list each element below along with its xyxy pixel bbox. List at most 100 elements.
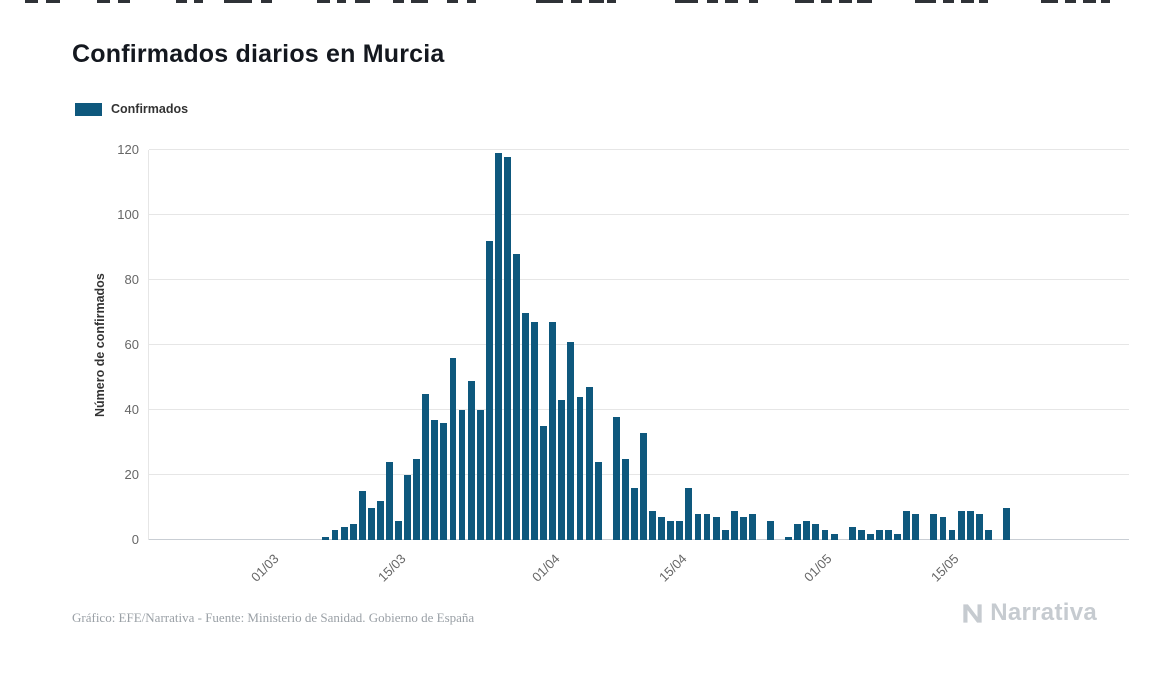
bar[interactable] [748, 514, 756, 540]
cropped-text-fragment [46, 0, 60, 3]
bar[interactable] [912, 514, 920, 540]
cropped-text-fragment [607, 0, 616, 3]
cropped-text-fragment [821, 0, 832, 3]
bar[interactable] [739, 517, 747, 540]
x-tick-label: 01/03 [247, 551, 282, 585]
bar[interactable] [585, 387, 593, 540]
bar[interactable] [658, 517, 666, 540]
bar[interactable] [322, 536, 330, 540]
bar[interactable] [894, 533, 902, 540]
bar[interactable] [367, 507, 375, 540]
bar[interactable] [404, 475, 412, 540]
bar[interactable] [694, 514, 702, 540]
bar[interactable] [485, 241, 493, 540]
bar[interactable] [930, 514, 938, 540]
bar[interactable] [794, 523, 802, 540]
bar[interactable] [676, 520, 684, 540]
bar[interactable] [621, 458, 629, 540]
bar[interactable] [1003, 507, 1010, 540]
bar[interactable] [948, 530, 956, 540]
gridline [149, 474, 1129, 475]
bar[interactable] [386, 462, 393, 540]
bar[interactable] [340, 527, 348, 540]
bar[interactable] [358, 491, 366, 540]
x-tick-label: 01/04 [528, 551, 563, 585]
bar[interactable] [522, 312, 530, 540]
bar[interactable] [975, 514, 983, 540]
bar[interactable] [721, 530, 729, 540]
bar[interactable] [458, 410, 466, 540]
bar[interactable] [848, 527, 856, 540]
cropped-text-fragment [411, 0, 428, 3]
cropped-text-fragment [857, 0, 872, 3]
cropped-text-fragment [261, 0, 272, 3]
plot-area: 0 20 40 60 80 100 120 [117, 142, 1129, 547]
cropped-text-fragment [355, 0, 370, 3]
bar[interactable] [876, 530, 883, 540]
bar[interactable] [395, 520, 402, 540]
bar[interactable] [685, 488, 693, 540]
cropped-text-fragment [118, 0, 130, 3]
bar[interactable] [431, 419, 439, 540]
bar[interactable] [612, 416, 620, 540]
cropped-text-fragment [393, 0, 404, 3]
bar[interactable] [957, 510, 965, 540]
bar[interactable] [712, 517, 720, 540]
bar[interactable] [767, 520, 775, 540]
bar[interactable] [984, 530, 992, 540]
bar[interactable] [594, 462, 602, 540]
bar[interactable] [857, 530, 865, 540]
bar[interactable] [476, 410, 484, 540]
x-tick-label: 01/05 [801, 551, 835, 585]
legend-item-confirmados[interactable]: Confirmados [75, 102, 188, 116]
bar[interactable] [376, 501, 384, 540]
bar[interactable] [631, 488, 638, 540]
bar[interactable] [576, 397, 584, 540]
bar[interactable] [449, 358, 457, 540]
gridline [149, 149, 1129, 150]
bar[interactable] [903, 510, 911, 540]
bar[interactable] [640, 432, 647, 540]
bar[interactable] [422, 393, 430, 540]
bar[interactable] [540, 426, 548, 540]
bar[interactable] [349, 523, 357, 540]
bar[interactable] [812, 523, 820, 540]
bar[interactable] [549, 322, 557, 540]
cropped-text-fragment [1083, 0, 1096, 3]
bar[interactable] [885, 530, 892, 540]
bar[interactable] [785, 536, 793, 540]
narrativa-logo: Narrativa [960, 599, 1097, 627]
bar[interactable] [667, 520, 675, 540]
y-tick-label: 80 [124, 272, 139, 287]
cropped-text-fragment [25, 0, 38, 3]
bar[interactable] [803, 520, 811, 540]
bar[interactable] [649, 510, 657, 540]
legend-label: Confirmados [111, 102, 189, 116]
cropped-text-fragment [707, 0, 718, 3]
bar[interactable] [440, 423, 448, 540]
bar[interactable] [567, 341, 575, 540]
cropped-text-fragment [1101, 0, 1110, 3]
bar[interactable] [531, 322, 539, 540]
cropped-text-fragment [1065, 0, 1076, 3]
bar[interactable] [966, 510, 974, 540]
x-axis-line [149, 539, 1129, 540]
bar[interactable] [503, 156, 511, 540]
bar[interactable] [830, 533, 838, 540]
bar[interactable] [494, 153, 502, 540]
bar[interactable] [939, 517, 947, 540]
gridline [149, 409, 1129, 410]
chart-title: Confirmados diarios en Murcia [72, 40, 445, 68]
cropped-text-fragment [224, 0, 252, 3]
bar[interactable] [331, 530, 339, 540]
gridline [149, 279, 1129, 280]
bar[interactable] [866, 533, 874, 540]
bar[interactable] [413, 458, 421, 540]
bar[interactable] [730, 510, 738, 540]
bar[interactable] [821, 530, 829, 540]
bar[interactable] [703, 514, 711, 540]
bar[interactable] [467, 380, 475, 540]
bar[interactable] [558, 400, 566, 540]
bar[interactable] [513, 254, 520, 540]
